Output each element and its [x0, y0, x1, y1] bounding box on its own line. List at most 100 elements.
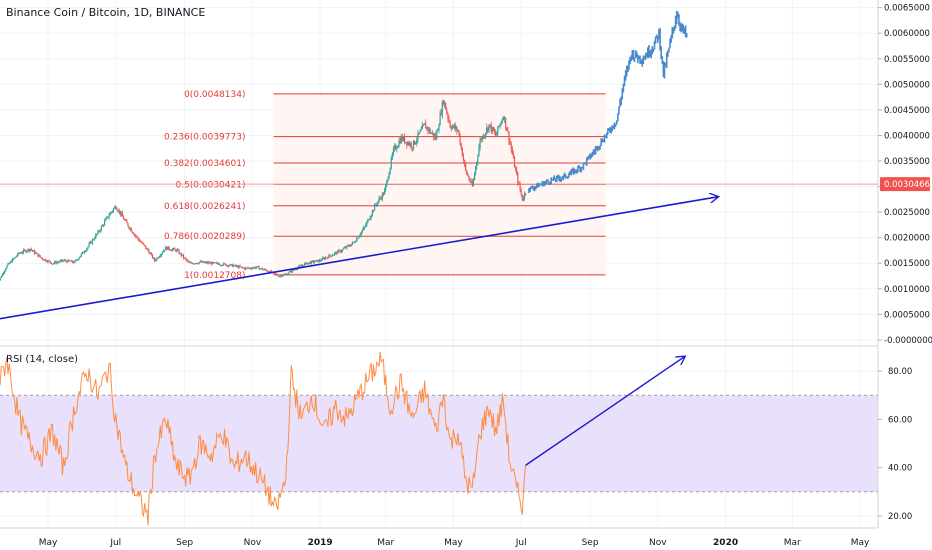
candle-body: [142, 243, 145, 245]
time-axis-tick-label: May: [444, 538, 463, 548]
candle-body: [493, 131, 496, 133]
candle-body: [55, 261, 57, 264]
candle-body: [107, 216, 109, 218]
time-axis-tick-label: Nov: [244, 538, 262, 548]
price-axis-tick-label: 0.0065000: [884, 4, 930, 14]
candle-body: [445, 102, 447, 110]
candle-body: [516, 169, 518, 175]
candle-body: [411, 147, 413, 149]
candle-body: [340, 251, 342, 253]
candle-body: [509, 141, 511, 144]
candle-body: [86, 248, 88, 251]
candle-body: [268, 271, 270, 273]
candle-body: [26, 251, 28, 253]
candle-body: [371, 210, 373, 216]
current-price-label: 0.0030466: [884, 180, 930, 190]
support-trendline: [0, 197, 718, 320]
candle-body: [522, 198, 525, 201]
candle-body: [455, 126, 457, 129]
price-axis-tick-label: 0.0040000: [884, 131, 930, 141]
candle-body: [421, 125, 423, 129]
candle-body: [31, 249, 34, 251]
candle-body: [137, 237, 139, 240]
candle-body: [415, 142, 417, 145]
candle-body: [70, 260, 72, 262]
candle-body: [216, 262, 218, 264]
candle-body: [44, 259, 46, 261]
candle-body: [390, 157, 392, 168]
candle-body: [497, 125, 499, 133]
candle-body: [401, 136, 403, 141]
candle-body: [239, 265, 241, 267]
candle-body: [20, 252, 22, 254]
candle-body: [50, 262, 52, 264]
candle-body: [32, 250, 35, 252]
candle-body: [355, 241, 357, 243]
candle-body: [217, 262, 219, 264]
fibonacci-level-label: 0.618(0.0026241): [164, 202, 245, 212]
candle-body: [224, 263, 226, 265]
candle-body: [337, 250, 339, 254]
candle-body: [348, 245, 350, 247]
candle-body: [470, 181, 472, 183]
candle-body: [500, 122, 502, 124]
candle-body: [192, 263, 195, 265]
candle-body: [124, 219, 126, 221]
candle-body: [198, 262, 200, 264]
candle-body: [319, 259, 321, 261]
candle-body: [356, 238, 358, 242]
candle-body: [90, 241, 92, 244]
candle-body: [351, 242, 353, 245]
candle-body: [274, 272, 276, 274]
candle-body: [58, 261, 60, 263]
candle-body: [518, 183, 520, 185]
candle-body: [332, 254, 335, 256]
candle-body: [98, 230, 100, 232]
candle-body: [312, 260, 315, 263]
candle-body: [214, 262, 216, 264]
candle-body: [126, 220, 128, 224]
candle-body: [398, 140, 400, 147]
candle-body: [129, 228, 131, 230]
candle-body: [395, 146, 397, 150]
candle-body: [380, 198, 382, 200]
candle-body: [510, 143, 512, 149]
fibonacci-level-label: 0.382(0.0034601): [164, 159, 245, 169]
candle-body: [2, 272, 5, 274]
candle-body: [346, 245, 348, 249]
candle-body: [475, 166, 477, 174]
candle-body: [443, 102, 446, 104]
candle-body: [388, 173, 390, 180]
candle-body: [105, 218, 107, 221]
candle-body: [440, 113, 442, 115]
candle-body: [507, 130, 509, 132]
candle-body: [491, 127, 493, 132]
candle-body: [69, 260, 71, 262]
candle-body: [79, 256, 81, 258]
current-price-badge: [880, 177, 930, 192]
candle-body: [0, 277, 1, 281]
candle-body: [19, 252, 21, 254]
candle-body: [250, 268, 252, 270]
candle-body: [412, 140, 415, 149]
time-axis-tick-label: May: [851, 538, 870, 548]
candle-body: [154, 257, 156, 261]
candle-body: [120, 212, 122, 215]
candle-body: [64, 260, 66, 262]
candle-body: [210, 262, 212, 265]
candle-body: [307, 262, 309, 265]
candle-body: [457, 130, 459, 132]
candle-body: [393, 146, 396, 148]
candle-body: [302, 265, 305, 267]
candle-body: [74, 261, 76, 263]
candle-body: [29, 249, 31, 251]
candle-body: [310, 260, 312, 264]
chart-title: Binance Coin / Bitcoin, 1D, BINANCE: [6, 6, 206, 19]
candle-body: [10, 261, 12, 263]
candle-body: [57, 262, 59, 264]
candle-body: [204, 262, 206, 264]
candle-body: [28, 248, 30, 251]
candle-body: [293, 269, 296, 271]
candle-body: [466, 170, 468, 175]
